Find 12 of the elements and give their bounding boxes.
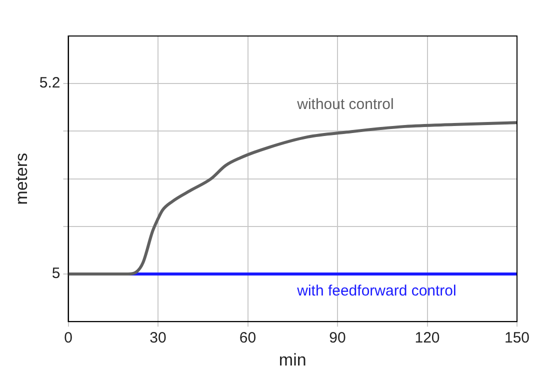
- x-tick-label: 30: [150, 330, 166, 347]
- y-tick-label: 5.2: [39, 74, 60, 92]
- x-axis-title: min: [278, 350, 306, 370]
- series-label: without control: [296, 96, 394, 114]
- series-label: with feedforward control: [296, 282, 456, 300]
- y-tick-label: 5: [52, 265, 60, 282]
- x-tick-label: 60: [239, 330, 256, 347]
- x-tick-label: 90: [329, 330, 346, 347]
- x-tick-label: 120: [414, 330, 440, 347]
- y-axis-title: meters: [12, 152, 31, 205]
- x-tick-label: 150: [504, 330, 530, 347]
- x-tick-label: 0: [64, 330, 72, 347]
